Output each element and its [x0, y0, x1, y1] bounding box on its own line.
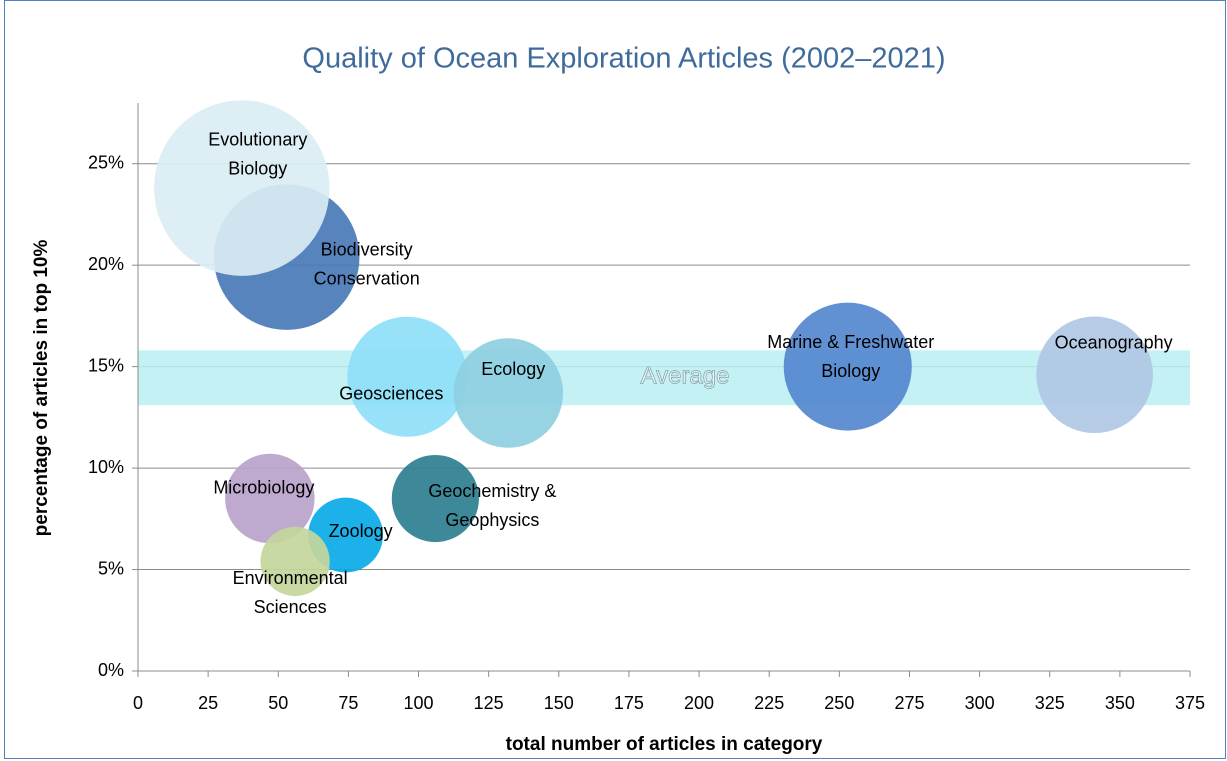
- bubble-label: Microbiology: [213, 477, 314, 497]
- bubble-label: Zoology: [329, 521, 393, 541]
- bubble-label: Evolutionary Biology: [208, 129, 307, 178]
- x-tick-label: 150: [544, 693, 574, 713]
- average-band: [138, 350, 1190, 406]
- x-tick-label: 125: [474, 693, 504, 713]
- bubble-label: Biodiversity Conservation: [314, 239, 420, 288]
- bubble-label: Environmental Sciences: [233, 568, 348, 617]
- x-tick-label: 175: [614, 693, 644, 713]
- bubble-label: Geochemistry & Geophysics: [428, 481, 556, 530]
- y-tick-label: 15%: [88, 355, 124, 375]
- x-tick-label: 25: [198, 693, 218, 713]
- x-tick-label: 0: [133, 693, 143, 713]
- y-tick-label: 10%: [88, 457, 124, 477]
- bubble: [453, 338, 564, 448]
- x-tick-label: 225: [754, 693, 784, 713]
- bubble: [783, 302, 912, 431]
- bubble-label: Oceanography: [1055, 333, 1173, 353]
- x-tick-label: 350: [1105, 693, 1135, 713]
- x-tick-label: 375: [1175, 693, 1205, 713]
- y-tick-label: 20%: [88, 254, 124, 274]
- bubble: [391, 454, 479, 543]
- x-tick-label: 300: [965, 693, 995, 713]
- bubble: [225, 453, 315, 544]
- x-tick-label: 200: [684, 693, 714, 713]
- y-tick-label: 25%: [88, 152, 124, 172]
- bubble: [1036, 316, 1153, 434]
- y-axis-title: percentage of articles in top 10%: [31, 240, 52, 537]
- bubble-label: Marine & Freshwater Biology: [767, 332, 934, 381]
- x-tick-label: 50: [268, 693, 288, 713]
- bubble: [260, 526, 330, 597]
- average-label: Average: [641, 362, 730, 389]
- x-axis-title: total number of articles in category: [506, 734, 823, 755]
- y-tick-label: 5%: [98, 558, 124, 578]
- x-tick-label: 100: [404, 693, 434, 713]
- x-tick-label: 75: [338, 693, 358, 713]
- bubble: [154, 100, 330, 276]
- y-tick-label: 0%: [98, 660, 124, 680]
- bubble-label: Ecology: [481, 359, 545, 379]
- bubble: [347, 316, 468, 437]
- x-tick-label: 250: [824, 693, 854, 713]
- x-tick-label: 275: [894, 693, 924, 713]
- bubble-label: Geosciences: [339, 384, 443, 404]
- x-tick-label: 325: [1035, 693, 1065, 713]
- chart-title: Quality of Ocean Exploration Articles (2…: [302, 43, 945, 75]
